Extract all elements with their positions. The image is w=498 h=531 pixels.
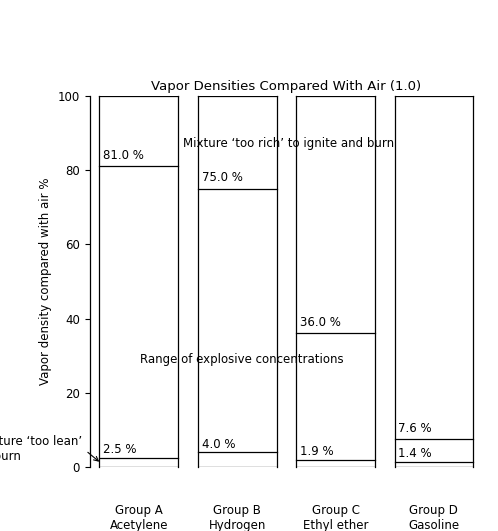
Text: Range of explosive concentrations: Range of explosive concentrations	[140, 353, 344, 366]
Text: 81.0 %: 81.0 %	[104, 149, 144, 162]
Text: Mixture ‘too lean’
to burn: Mixture ‘too lean’ to burn	[0, 435, 82, 463]
Text: 7.6 %: 7.6 %	[398, 422, 432, 434]
Text: 36.0 %: 36.0 %	[300, 316, 341, 329]
Text: Group D
Gasoline: Group D Gasoline	[408, 504, 460, 531]
Text: 2.5 %: 2.5 %	[104, 443, 137, 456]
Title: Vapor Densities Compared With Air (1.0): Vapor Densities Compared With Air (1.0)	[151, 80, 421, 93]
Text: Group C
Ethyl ether: Group C Ethyl ether	[303, 504, 369, 531]
Text: 1.4 %: 1.4 %	[398, 447, 432, 460]
Text: 1.9 %: 1.9 %	[300, 446, 334, 458]
Text: Mixture ‘too rich’ to ignite and burn: Mixture ‘too rich’ to ignite and burn	[183, 138, 394, 150]
Text: 75.0 %: 75.0 %	[202, 171, 243, 184]
Text: Group A
Acetylene: Group A Acetylene	[110, 504, 168, 531]
Text: Group B
Hydrogen: Group B Hydrogen	[209, 504, 266, 531]
Y-axis label: Vapor density compared with air %: Vapor density compared with air %	[39, 178, 52, 385]
Text: 4.0 %: 4.0 %	[202, 438, 235, 450]
